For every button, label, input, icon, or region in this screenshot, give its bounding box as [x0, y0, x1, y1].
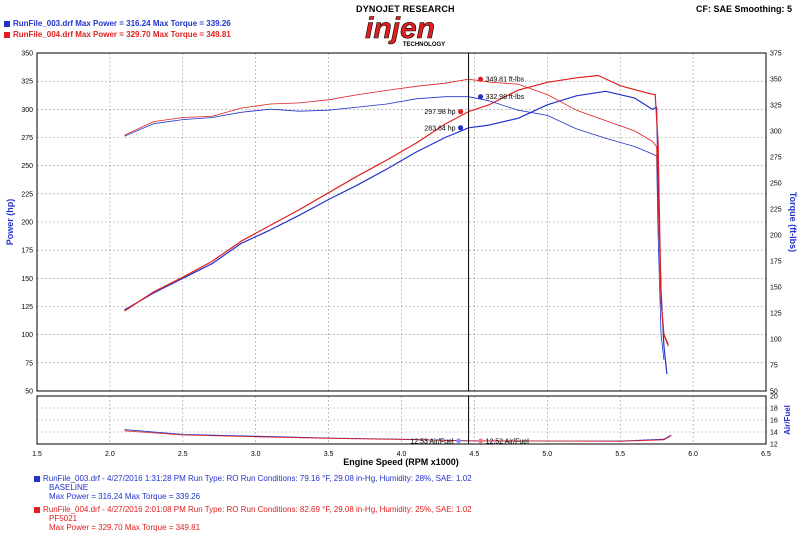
run2-footer-swatch [34, 506, 40, 513]
x-tick-label: 6.0 [688, 451, 698, 458]
y-left-tick-label: 175 [21, 248, 33, 255]
annotation-marker [457, 125, 464, 131]
logo-word: injen [365, 14, 435, 45]
x-axis-label: Engine Speed (RPM x1000) [343, 457, 459, 467]
y-right-tick-label: 225 [770, 207, 782, 214]
annotation-marker [457, 109, 464, 115]
run1-footer-line1: RunFile_003.drf - 4/27/2016 1:31:28 PM R… [34, 474, 472, 483]
y-right-tick-label: 175 [770, 259, 782, 266]
x-tick-label: 1.5 [32, 451, 42, 458]
x-tick-label: 2.0 [105, 451, 115, 458]
annotation-label: 332.98 ft-lbs [486, 94, 525, 101]
runfile-004-power-line [124, 74, 669, 347]
annotation-marker [477, 94, 484, 100]
afr-tick-label: 16 [770, 418, 778, 425]
y-axis-right-label: Torque (ft-lbs) [788, 192, 798, 252]
y-right-tick-label: 100 [770, 337, 782, 344]
y-right-tick-label: 250 [770, 181, 782, 188]
x-tick-label: 5.0 [542, 451, 552, 458]
y-right-tick-label: 50 [770, 389, 778, 396]
y-right-tick-label: 125 [770, 311, 782, 318]
y-left-tick-label: 200 [21, 220, 33, 227]
annotation-label: 297.98 hp [424, 109, 455, 116]
y-right-tick-label: 75 [770, 363, 778, 370]
cf-smoothing: CF: SAE Smoothing: 5 [696, 4, 792, 14]
y-axis-left-label: Power (hp) [5, 199, 15, 246]
run1-footer-text: RunFile_003.drf - 4/27/2016 1:31:28 PM R… [43, 474, 472, 483]
y-left-tick-label: 125 [21, 304, 33, 311]
y-right-tick-label: 150 [770, 285, 782, 292]
logo-sub: TECHNOLOGY [403, 42, 445, 48]
x-tick-label: 3.5 [324, 451, 334, 458]
injen-logo: injen TECHNOLOGY [365, 14, 445, 48]
annotation-label: 349.81 ft-lbs [486, 77, 525, 84]
y-left-tick-label: 250 [21, 163, 33, 170]
y-left-tick-label: 225 [21, 191, 33, 198]
run2-swatch [4, 31, 10, 38]
run1-swatch [4, 20, 10, 27]
run1-header-text: RunFile_003.drf Max Power = 316.24 Max T… [13, 19, 231, 28]
run2-footer-line3: Max Power = 329.70 Max Torque = 349.81 [49, 523, 201, 532]
run2-footer-text: RunFile_004.drf - 4/27/2016 2:01:08 PM R… [43, 505, 472, 514]
run1-footer-swatch [34, 475, 40, 482]
afr-annotation-label: 12.52 Air/Fuel [486, 438, 530, 445]
annotations: 349.81 ft-lbs 332.98 ft-lbs 297.98 hp 283.6… [410, 76, 530, 445]
y-left-tick-label: 275 [21, 135, 33, 142]
run2-footer: RunFile_004.drf - 4/27/2016 2:01:08 PM R… [34, 505, 472, 532]
tick-labels: 1.5 2.0 2.5 3.0 3.5 4.0 4.5 5.0 5.5 6.0 6.5 50 75 100… [21, 51, 781, 459]
run2-header: RunFile_004.drf Max Power = 329.70 Max T… [4, 30, 231, 39]
plot-frames [36, 52, 767, 445]
run2-footer-line1: RunFile_004.drf - 4/27/2016 2:01:08 PM R… [34, 505, 472, 514]
afr-annotation-marker [478, 438, 483, 444]
run2-footer-line2: PF5021 [49, 514, 78, 523]
afr-tick-label: 14 [770, 430, 778, 437]
x-tick-label: 5.5 [615, 451, 625, 458]
series-lines [124, 74, 672, 442]
dynojet-brand: DYNOJET RESEARCH [356, 4, 455, 14]
y-right-tick-label: 350 [770, 77, 782, 84]
x-tick-label: 3.0 [251, 451, 261, 458]
runfile-003-torque-line [124, 96, 665, 360]
y-left-tick-label: 150 [21, 276, 33, 283]
y-right-tick-label: 275 [770, 155, 782, 162]
afr-tick-label: 20 [770, 394, 778, 401]
afr-plot-frame [36, 395, 767, 445]
y-left-tick-label: 100 [21, 332, 33, 339]
runfile-004-air-fuel-line [124, 430, 672, 442]
run1-footer-line2: BASELINE [49, 483, 89, 492]
y-right-tick-label: 375 [770, 51, 782, 58]
runfile-004-torque-line [124, 78, 669, 345]
y-left-tick-label: 350 [21, 51, 33, 58]
grid [37, 53, 766, 444]
afr-tick-label: 18 [770, 406, 778, 413]
x-tick-label: 2.5 [178, 451, 188, 458]
y-right-tick-label: 325 [770, 103, 782, 110]
x-tick-label: 6.5 [761, 451, 771, 458]
run1-footer-line3: Max Power = 316.24 Max Torque = 339.26 [49, 492, 201, 501]
y-left-tick-label: 75 [25, 360, 33, 367]
afr-axis-label: Air/Fuel [783, 405, 792, 435]
run2-header-text: RunFile_004.drf Max Power = 329.70 Max T… [13, 30, 231, 39]
y-left-tick-label: 50 [25, 389, 33, 396]
y-left-tick-label: 300 [21, 107, 33, 114]
main-plot-frame [36, 52, 767, 392]
afr-annotation-marker [456, 438, 461, 444]
runfile-003-power-line [124, 90, 668, 375]
run1-footer: RunFile_003.drf - 4/27/2016 1:31:28 PM R… [34, 474, 472, 501]
x-tick-label: 4.0 [397, 451, 407, 458]
run1-header: RunFile_003.drf Max Power = 316.24 Max T… [4, 19, 231, 28]
y-right-tick-label: 200 [770, 233, 782, 240]
y-left-tick-label: 325 [21, 79, 33, 86]
x-tick-label: 4.5 [470, 451, 480, 458]
afr-annotation-label: 12.53 Air/Fuel [410, 438, 454, 445]
annotation-marker [477, 76, 484, 82]
y-right-tick-label: 300 [770, 129, 782, 136]
afr-tick-label: 12 [770, 442, 778, 449]
annotation-label: 283.64 hp [424, 125, 455, 132]
